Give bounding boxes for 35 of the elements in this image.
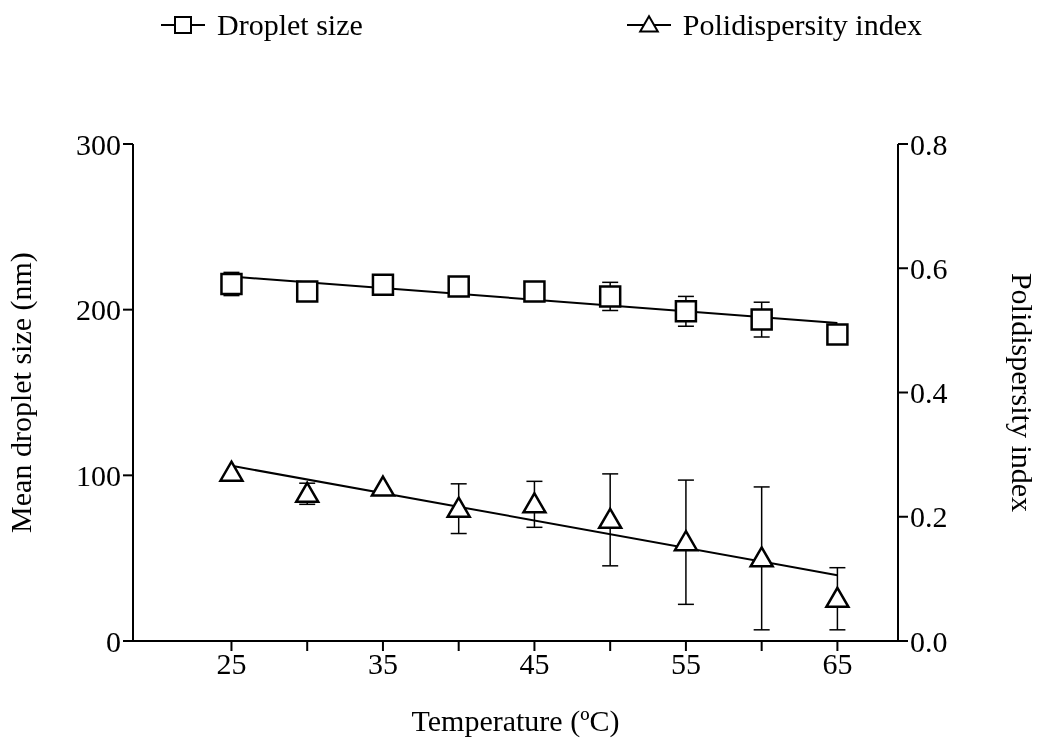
y-tick-label: 0 bbox=[106, 624, 121, 658]
x-axis-title: Temperature (ºC) bbox=[411, 704, 620, 738]
point bbox=[523, 280, 546, 303]
point bbox=[674, 300, 698, 323]
point bbox=[598, 285, 622, 308]
y-tick-label: 100 bbox=[76, 458, 121, 492]
y2-tick-label: 0.4 bbox=[910, 376, 948, 410]
point bbox=[750, 308, 773, 331]
x-tick-label: 55 bbox=[670, 647, 701, 681]
y2-tick-label: 0.0 bbox=[910, 624, 948, 658]
point bbox=[673, 529, 699, 552]
point bbox=[597, 507, 623, 530]
x-tick-label: 65 bbox=[822, 647, 853, 681]
point bbox=[522, 492, 547, 514]
y-axis-title: Mean droplet size (nm) bbox=[3, 252, 38, 533]
legend-label: Droplet size bbox=[217, 8, 363, 42]
y2-axis-title: Polidispersity index bbox=[1006, 272, 1040, 513]
point bbox=[295, 280, 319, 303]
x-tick-label: 25 bbox=[216, 647, 247, 681]
point bbox=[370, 475, 396, 497]
legend-label: Polidispersity index bbox=[682, 8, 922, 42]
point bbox=[447, 275, 470, 298]
x-tick-label: 35 bbox=[367, 647, 398, 681]
point bbox=[749, 546, 774, 568]
point bbox=[371, 273, 395, 297]
y-tick-label: 200 bbox=[76, 293, 121, 327]
y-tick-label: 300 bbox=[76, 127, 121, 161]
point bbox=[825, 586, 850, 609]
point bbox=[219, 460, 244, 482]
y2-tick-label: 0.8 bbox=[910, 127, 948, 161]
point bbox=[826, 323, 849, 346]
y2-tick-label: 0.6 bbox=[910, 251, 948, 285]
x-tick-label: 45 bbox=[519, 647, 550, 681]
y2-tick-label: 0.2 bbox=[910, 500, 948, 534]
point bbox=[446, 496, 471, 518]
